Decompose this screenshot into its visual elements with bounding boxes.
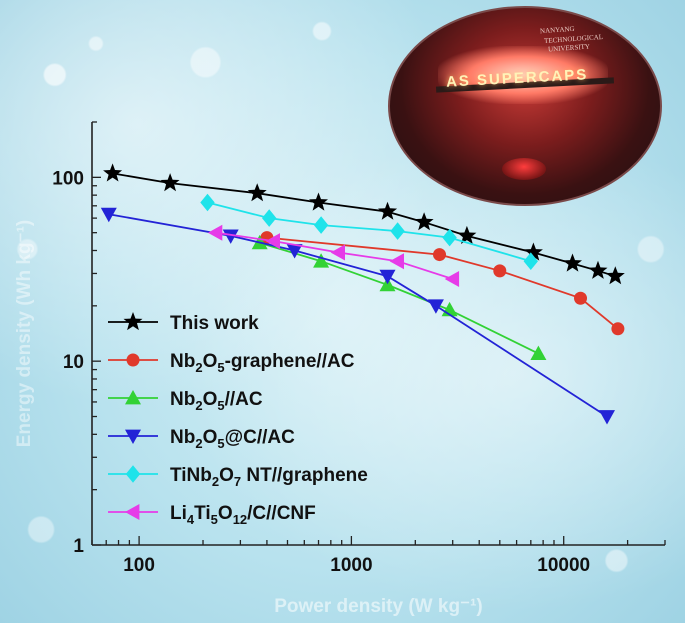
data-point (563, 253, 582, 272)
series-0 (103, 163, 625, 285)
series-line (112, 172, 616, 278)
data-point (433, 248, 447, 262)
data-point (313, 216, 329, 234)
data-point (100, 207, 117, 223)
x-tick-label: 100 (123, 555, 155, 576)
y-tick-label: 1 (73, 536, 84, 557)
data-point (588, 260, 608, 279)
legend-label: Li4Ti5O12/C//CNF (170, 503, 316, 527)
x-tick-label: 1000 (330, 555, 372, 576)
data-point (262, 209, 277, 227)
y-tick-label: 10 (63, 352, 84, 373)
data-point (523, 242, 543, 261)
data-point (442, 228, 457, 247)
legend-marker (125, 504, 140, 520)
data-point (574, 291, 588, 305)
y-tick-label: 100 (52, 168, 84, 189)
data-point (530, 345, 547, 360)
x-tick-label: 10000 (537, 555, 590, 576)
data-point (160, 173, 180, 192)
data-point (309, 192, 328, 211)
data-point (378, 201, 398, 220)
data-point (599, 410, 615, 425)
legend-marker (126, 353, 140, 367)
series-4 (200, 193, 538, 270)
legend-label: This work (170, 313, 259, 334)
led-photo-inset: NANYANG TECHNOLOGICAL UNIVERSITY AS SUPERCA… (388, 6, 662, 206)
red-light-source (502, 158, 546, 180)
y-axis-title: Energy density (Wh kg⁻¹) (14, 220, 35, 448)
data-point (222, 229, 239, 244)
data-point (313, 253, 330, 268)
legend-label: Nb2O5//AC (170, 389, 263, 413)
data-point (247, 183, 267, 202)
led-glow (438, 46, 608, 104)
legend-marker (125, 390, 141, 405)
data-point (427, 299, 444, 314)
legend-label: Nb2O5-graphene//AC (170, 351, 355, 375)
data-point (389, 253, 404, 270)
data-point (330, 244, 345, 261)
data-point (493, 264, 507, 278)
data-point (265, 233, 280, 250)
legend-marker (125, 429, 141, 444)
data-point (611, 322, 625, 336)
legend-marker (123, 312, 143, 331)
data-point (457, 225, 477, 244)
data-point (414, 212, 434, 231)
data-point (444, 271, 460, 287)
series-line (207, 201, 532, 263)
data-point (605, 266, 625, 285)
data-point (390, 222, 405, 240)
data-point (286, 244, 303, 259)
data-point (379, 269, 396, 285)
legend-label: TiNb2O7 NT//graphene (170, 465, 368, 489)
legend: This work Nb2O5-graphene//AC Nb2O5//AC Nb2O… (108, 312, 368, 527)
data-point (103, 163, 123, 182)
series-line (215, 231, 453, 280)
legend-label: Nb2O5@C//AC (170, 427, 295, 451)
series-5 (207, 224, 460, 287)
series-1 (260, 231, 625, 336)
legend-marker (125, 465, 141, 483)
data-point (207, 224, 223, 241)
data-point (523, 252, 538, 270)
x-axis-title: Power density (W kg⁻¹) (274, 596, 483, 617)
data-point (200, 193, 215, 212)
